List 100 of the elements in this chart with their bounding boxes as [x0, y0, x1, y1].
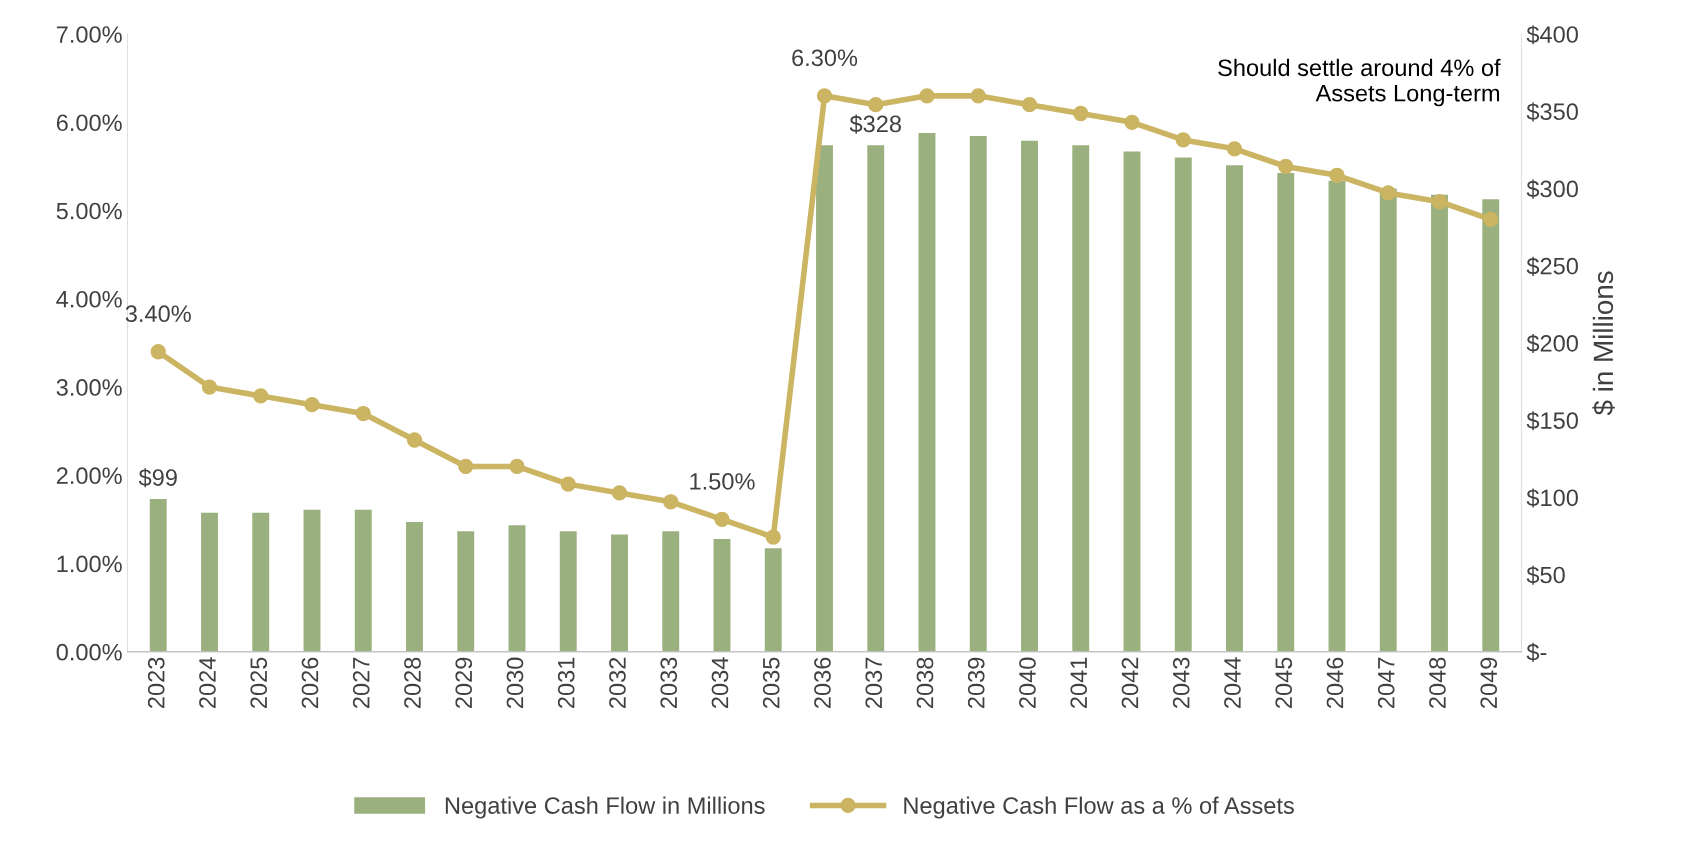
x-tick-label: 2048: [1429, 657, 1446, 708]
x-tick-label: 2037: [865, 657, 883, 708]
bar: [1277, 173, 1295, 652]
bar: [201, 512, 218, 652]
bar: [1482, 199, 1500, 652]
legend-label: Negative Cash Flow in Millions: [445, 796, 765, 819]
y2-tick-label: $50: [1526, 565, 1565, 585]
y-tick-label: 3.00%: [56, 379, 122, 396]
point: [509, 458, 525, 475]
x-tick-label: 2035: [762, 657, 780, 708]
y-tick-label: 5.00%: [56, 202, 122, 220]
data-label: $99: [138, 468, 177, 488]
y-tick-label: 1.00%: [57, 555, 122, 573]
x-tick-label: 2047: [1377, 657, 1395, 708]
x-tick-label: 2031: [557, 657, 575, 708]
data-label: 6.30%: [792, 49, 858, 67]
y2-tick-label: $-: [1526, 642, 1547, 662]
point: [355, 405, 371, 422]
data-label: 1.50%: [690, 473, 755, 490]
x-tick-label: 2041: [1070, 657, 1088, 708]
point: [406, 432, 423, 448]
bar: [1174, 157, 1192, 652]
x-tick-label: 2030: [506, 657, 524, 708]
y2-tick-label: $350: [1526, 102, 1578, 122]
y-tick-label: 7.00%: [56, 26, 122, 43]
bar: [867, 145, 885, 652]
bar: [1226, 165, 1243, 652]
point: [970, 88, 986, 104]
x-tick-label: 2046: [1326, 657, 1344, 708]
x-tick-label: 2026: [301, 657, 319, 708]
x-tick-label: 2040: [1019, 657, 1036, 708]
bar: [303, 509, 321, 652]
point: [868, 97, 884, 113]
bar: [713, 539, 731, 652]
point: [150, 344, 166, 360]
point: [1124, 114, 1140, 130]
x-tick-label: 2042: [1121, 657, 1139, 708]
x-tick-label: 2032: [609, 657, 626, 708]
point: [1175, 132, 1191, 148]
data-label: 3.40%: [125, 305, 191, 323]
bar: [406, 522, 423, 652]
bar: [611, 534, 628, 652]
point: [919, 88, 935, 104]
x-tick-label: 2029: [455, 657, 473, 708]
bar: [1021, 140, 1038, 652]
point: [611, 485, 628, 501]
point: [253, 388, 269, 404]
point: [1278, 158, 1294, 175]
bar: [457, 531, 475, 652]
y2-axis-title: $ in Millions: [1592, 271, 1615, 416]
y-tick-label: 2.00%: [56, 467, 122, 485]
point: [714, 511, 730, 528]
point: [304, 397, 320, 413]
y-tick-label: 0.00%: [56, 643, 122, 661]
x-tick-label: 2049: [1480, 657, 1498, 708]
x-tick-label: 2036: [814, 657, 831, 708]
y2-tick-label: $400: [1526, 25, 1578, 45]
data-label: $328: [849, 114, 901, 134]
y-tick-label: 6.00%: [56, 114, 122, 132]
annotation: Should settle around 4% of Assets Long-term: [1218, 58, 1501, 107]
y2-tick-label: $300: [1526, 179, 1578, 199]
bar: [764, 548, 782, 652]
point: [1021, 97, 1038, 113]
y2-tick-label: $250: [1526, 256, 1578, 276]
point: [816, 88, 833, 104]
point: [560, 476, 576, 492]
x-tick-label: 2024: [199, 657, 216, 708]
y2-tick-label: $150: [1526, 411, 1578, 431]
bar: [252, 512, 270, 652]
point: [201, 379, 218, 395]
y2-tick-label: $100: [1526, 488, 1578, 508]
point: [458, 458, 474, 475]
y2-tick-label: $200: [1526, 334, 1578, 354]
bar: [149, 498, 167, 652]
x-tick-label: 2043: [1172, 657, 1190, 708]
point: [1380, 185, 1396, 201]
x-tick-label: 2027: [352, 657, 370, 708]
bar: [662, 531, 680, 652]
bar: [1379, 188, 1397, 652]
bar: [1072, 145, 1090, 652]
bar: [1431, 194, 1448, 652]
point: [1431, 194, 1448, 210]
bar: [354, 509, 372, 652]
x-tick-label: 2038: [916, 657, 934, 708]
bar: [816, 145, 833, 652]
bar: [508, 525, 526, 652]
point: [765, 529, 781, 545]
x-tick-label: 2033: [660, 657, 678, 708]
bar: [969, 136, 987, 652]
x-tick-label: 2028: [404, 657, 421, 708]
bar: [1123, 151, 1141, 652]
x-tick-label: 2034: [711, 657, 729, 708]
legend-label: Negative Cash Flow as a % of Assets: [904, 796, 1294, 819]
x-tick-label: 2044: [1224, 657, 1241, 708]
point: [1329, 167, 1345, 183]
bar: [918, 132, 936, 652]
x-tick-label: 2039: [967, 657, 985, 708]
point: [1073, 105, 1089, 122]
point: [663, 494, 679, 510]
bar: [1328, 180, 1346, 652]
